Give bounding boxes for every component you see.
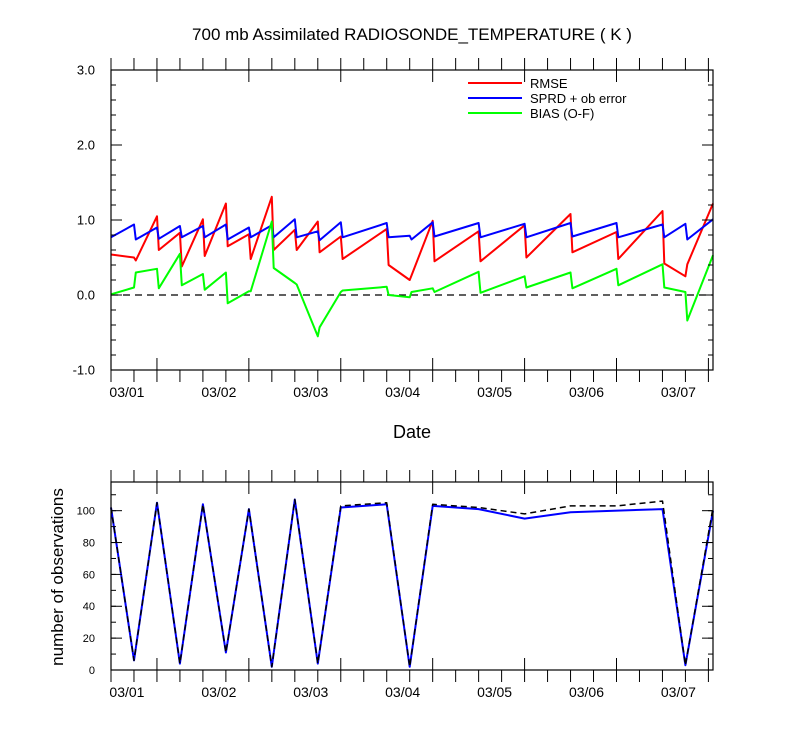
series-line-possible [110, 498, 714, 668]
x-tick-label: 03/02 [201, 384, 236, 400]
x-tick-label: 03/01 [109, 684, 144, 700]
x-tick-label: 03/06 [569, 384, 604, 400]
bottom-series-group [110, 498, 714, 668]
y-tick-label: 0 [89, 665, 95, 677]
y-tick-label: 60 [83, 569, 95, 581]
series-line-bias-o-f [110, 220, 714, 338]
series-line-used [110, 498, 714, 668]
top-plot-frame [110, 69, 714, 371]
y-tick-label: 3.0 [77, 63, 95, 78]
top-x-axis-label: Date [393, 422, 431, 442]
x-tick-label: 03/05 [477, 684, 512, 700]
x-tick-label: 03/07 [661, 384, 696, 400]
bottom-y-axis-label: number of observations [48, 488, 67, 666]
x-tick-label: 03/06 [569, 684, 604, 700]
y-tick-label: 100 [77, 506, 95, 518]
y-tick-label: 20 [83, 633, 95, 645]
y-tick-label: 1.0 [77, 213, 95, 228]
top-series-group [110, 195, 714, 338]
x-tick-label: 03/04 [385, 684, 420, 700]
y-tick-label: -1.0 [73, 363, 95, 378]
x-tick-label: 03/07 [661, 684, 696, 700]
top-ticks: 03/01 03/02 03/03 03/04 03/05 03/06 03/07 -1.0 0… [73, 58, 713, 400]
legend-label: RMSE [530, 76, 568, 91]
y-tick-label: 2.0 [77, 138, 95, 153]
x-tick-label: 03/04 [385, 384, 420, 400]
series-line-sprd-ob-error [110, 218, 714, 242]
bottom-ticks: 03/01 03/02 03/03 03/04 03/05 03/06 03/07 0 20 40… [77, 470, 713, 700]
x-tick-label: 03/03 [293, 684, 328, 700]
legend-label: BIAS (O-F) [530, 106, 594, 121]
x-tick-label: 03/03 [293, 384, 328, 400]
y-tick-label: 40 [83, 601, 95, 613]
observations-chart: 03/01 03/02 03/03 03/04 03/05 03/06 03/07 0 20 40… [48, 470, 714, 700]
chart-title: 700 mb Assimilated RADIOSONDE_TEMPERATUR… [192, 25, 632, 44]
y-tick-label: 80 [83, 537, 95, 549]
bias-chart: 700 mb Assimilated RADIOSONDE_TEMPERATUR… [73, 25, 714, 442]
bottom-plot-frame [110, 481, 714, 671]
x-tick-label: 03/05 [477, 384, 512, 400]
x-tick-label: 03/02 [201, 684, 236, 700]
x-tick-label: 03/01 [109, 384, 144, 400]
y-tick-label: 0.0 [77, 288, 95, 303]
series-line-rmse [110, 195, 714, 281]
legend-label: SPRD + ob error [530, 91, 627, 106]
